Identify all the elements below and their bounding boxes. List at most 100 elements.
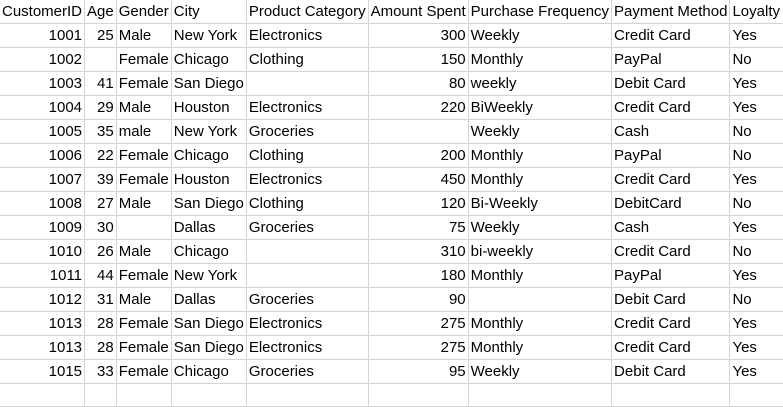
cell-product-category[interactable]: [246, 263, 369, 288]
cell-gender[interactable]: Female: [116, 47, 172, 72]
cell-city[interactable]: Chicago: [171, 359, 247, 384]
cell-customer-id[interactable]: 1013: [0, 311, 86, 336]
cell-purchase-frequency[interactable]: BiWeekly: [468, 95, 613, 120]
cell-age[interactable]: 22: [84, 143, 117, 168]
cell-city[interactable]: Chicago: [171, 47, 247, 72]
cell-loyalty-member[interactable]: Yes: [729, 311, 783, 336]
cell-customer-id[interactable]: [0, 383, 86, 407]
cell-product-category[interactable]: Clothing: [246, 47, 369, 72]
cell-amount-spent[interactable]: 275: [368, 311, 469, 336]
cell-payment-method[interactable]: Credit Card: [611, 335, 731, 360]
cell-payment-method[interactable]: Debit Card: [611, 71, 731, 96]
cell-gender[interactable]: [116, 215, 172, 240]
cell-gender[interactable]: male: [116, 119, 172, 144]
cell-loyalty-member[interactable]: Yes: [729, 359, 783, 384]
cell-age[interactable]: 25: [84, 23, 117, 48]
cell-amount-spent[interactable]: 80: [368, 71, 469, 96]
cell-product-category[interactable]: Electronics: [246, 167, 369, 192]
cell-amount-spent[interactable]: [368, 119, 469, 144]
cell-product-category[interactable]: Electronics: [246, 311, 369, 336]
cell-gender[interactable]: Male: [116, 191, 172, 216]
cell-city[interactable]: Chicago: [171, 239, 247, 264]
cell-gender[interactable]: Male: [116, 23, 172, 48]
cell-city[interactable]: San Diego: [171, 71, 247, 96]
cell-loyalty-member[interactable]: Yes: [729, 335, 783, 360]
cell-purchase-frequency[interactable]: weekly: [468, 71, 613, 96]
header-cell-loyalty-member[interactable]: Loyalty Member: [729, 0, 783, 24]
cell-age[interactable]: 27: [84, 191, 117, 216]
cell-city[interactable]: Houston: [171, 167, 247, 192]
cell-customer-id[interactable]: 1013: [0, 335, 86, 360]
cell-age[interactable]: 44: [84, 263, 117, 288]
cell-amount-spent[interactable]: 450: [368, 167, 469, 192]
cell-age[interactable]: [84, 47, 117, 72]
cell-amount-spent[interactable]: 310: [368, 239, 469, 264]
header-cell-amount-spent[interactable]: Amount Spent: [368, 0, 469, 24]
header-cell-purchase-frequency[interactable]: Purchase Frequency: [468, 0, 613, 24]
cell-payment-method[interactable]: Credit Card: [611, 311, 731, 336]
cell-product-category[interactable]: Clothing: [246, 143, 369, 168]
cell-city[interactable]: New York: [171, 23, 247, 48]
header-cell-product-category[interactable]: Product Category: [246, 0, 369, 24]
cell-age[interactable]: 26: [84, 239, 117, 264]
cell-product-category[interactable]: Electronics: [246, 95, 369, 120]
cell-age[interactable]: 31: [84, 287, 117, 312]
cell-gender[interactable]: Male: [116, 287, 172, 312]
cell-amount-spent[interactable]: 300: [368, 23, 469, 48]
cell-city[interactable]: [171, 383, 247, 407]
cell-payment-method[interactable]: DebitCard: [611, 191, 731, 216]
cell-purchase-frequency[interactable]: Bi-Weekly: [468, 191, 613, 216]
cell-amount-spent[interactable]: 90: [368, 287, 469, 312]
cell-city[interactable]: San Diego: [171, 335, 247, 360]
header-cell-payment-method[interactable]: Payment Method: [611, 0, 731, 24]
cell-customer-id[interactable]: 1012: [0, 287, 86, 312]
cell-gender[interactable]: Female: [116, 167, 172, 192]
cell-payment-method[interactable]: PayPal: [611, 47, 731, 72]
cell-customer-id[interactable]: 1007: [0, 167, 86, 192]
cell-payment-method[interactable]: Debit Card: [611, 359, 731, 384]
cell-amount-spent[interactable]: 275: [368, 335, 469, 360]
cell-customer-id[interactable]: 1003: [0, 71, 86, 96]
cell-gender[interactable]: Female: [116, 335, 172, 360]
cell-payment-method[interactable]: Credit Card: [611, 23, 731, 48]
cell-customer-id[interactable]: 1002: [0, 47, 86, 72]
cell-amount-spent[interactable]: [368, 383, 469, 407]
cell-purchase-frequency[interactable]: [468, 383, 613, 407]
cell-product-category[interactable]: [246, 71, 369, 96]
cell-amount-spent[interactable]: 220: [368, 95, 469, 120]
cell-amount-spent[interactable]: 75: [368, 215, 469, 240]
cell-payment-method[interactable]: Cash: [611, 215, 731, 240]
cell-product-category[interactable]: Clothing: [246, 191, 369, 216]
cell-amount-spent[interactable]: 200: [368, 143, 469, 168]
cell-age[interactable]: 29: [84, 95, 117, 120]
header-cell-age[interactable]: Age: [84, 0, 117, 24]
cell-customer-id[interactable]: 1009: [0, 215, 86, 240]
cell-purchase-frequency[interactable]: Monthly: [468, 47, 613, 72]
cell-city[interactable]: New York: [171, 119, 247, 144]
cell-payment-method[interactable]: Credit Card: [611, 95, 731, 120]
cell-city[interactable]: Houston: [171, 95, 247, 120]
cell-age[interactable]: 28: [84, 335, 117, 360]
cell-loyalty-member[interactable]: No: [729, 239, 783, 264]
cell-product-category[interactable]: Electronics: [246, 23, 369, 48]
cell-purchase-frequency[interactable]: Weekly: [468, 23, 613, 48]
cell-purchase-frequency[interactable]: Monthly: [468, 167, 613, 192]
cell-product-category[interactable]: Groceries: [246, 359, 369, 384]
cell-loyalty-member[interactable]: Yes: [729, 215, 783, 240]
cell-loyalty-member[interactable]: [729, 383, 783, 407]
cell-age[interactable]: 30: [84, 215, 117, 240]
cell-loyalty-member[interactable]: Yes: [729, 167, 783, 192]
cell-purchase-frequency[interactable]: Monthly: [468, 263, 613, 288]
cell-age[interactable]: 41: [84, 71, 117, 96]
cell-amount-spent[interactable]: 180: [368, 263, 469, 288]
cell-payment-method[interactable]: PayPal: [611, 263, 731, 288]
cell-amount-spent[interactable]: 150: [368, 47, 469, 72]
cell-product-category[interactable]: [246, 239, 369, 264]
cell-payment-method[interactable]: Credit Card: [611, 167, 731, 192]
cell-amount-spent[interactable]: 120: [368, 191, 469, 216]
cell-customer-id[interactable]: 1015: [0, 359, 86, 384]
cell-purchase-frequency[interactable]: Weekly: [468, 359, 613, 384]
cell-city[interactable]: New York: [171, 263, 247, 288]
cell-age[interactable]: 35: [84, 119, 117, 144]
cell-purchase-frequency[interactable]: Monthly: [468, 311, 613, 336]
